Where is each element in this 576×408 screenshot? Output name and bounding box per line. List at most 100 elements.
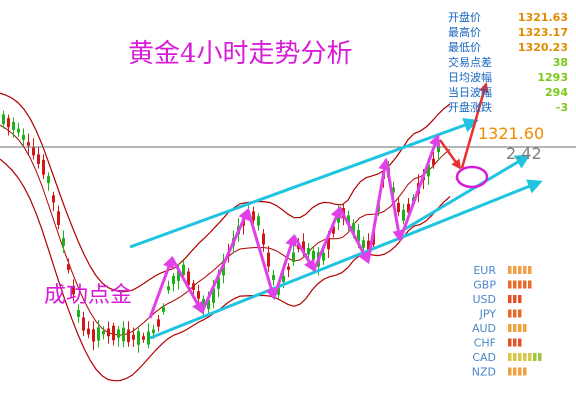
currency-strength-bar bbox=[538, 353, 542, 361]
zigzag-segment bbox=[170, 257, 204, 315]
candle-body bbox=[92, 329, 95, 342]
currency-strength-bar bbox=[513, 353, 517, 361]
candle-body bbox=[197, 291, 200, 299]
side-value-label: 2.42 bbox=[506, 144, 542, 163]
currency-strength-bar bbox=[518, 324, 522, 332]
stat-value: 1293 bbox=[537, 71, 568, 84]
currency-strength-bar bbox=[523, 367, 527, 376]
candle-body bbox=[172, 276, 175, 284]
zigzag-segment bbox=[366, 157, 391, 263]
candle-body bbox=[192, 283, 195, 290]
currency-strength-bar bbox=[518, 309, 522, 318]
candle-body bbox=[132, 334, 135, 340]
candle-body bbox=[302, 241, 305, 254]
zigzag-segment bbox=[272, 233, 297, 299]
candle-body bbox=[102, 330, 105, 335]
stat-value: 1321.63 bbox=[518, 11, 568, 24]
currency-label: USD bbox=[472, 293, 496, 306]
currency-strength-bar bbox=[523, 353, 527, 361]
candle-body bbox=[137, 331, 140, 345]
currency-strength-bar bbox=[508, 280, 512, 289]
candle-body bbox=[177, 269, 180, 281]
currency-strength-bar bbox=[513, 367, 517, 376]
zigzag-segment bbox=[292, 235, 316, 273]
candle-body bbox=[117, 329, 120, 338]
currency-strength-bar bbox=[508, 309, 512, 318]
candle-body bbox=[147, 331, 150, 345]
candle-body bbox=[357, 230, 360, 242]
stat-label: 交易点差 bbox=[448, 55, 492, 69]
candle-body bbox=[222, 260, 225, 276]
candle-body bbox=[272, 275, 275, 281]
candle-body bbox=[432, 158, 435, 166]
candle-body bbox=[2, 114, 5, 125]
candle-body bbox=[207, 299, 210, 309]
zigzag-segment bbox=[200, 207, 250, 313]
currency-strength-bar bbox=[513, 324, 517, 332]
currency-label: EUR bbox=[473, 264, 496, 277]
currency-strength-bar bbox=[508, 353, 512, 361]
candle-body bbox=[142, 336, 145, 340]
candle-body bbox=[52, 195, 55, 203]
bollinger-lower bbox=[0, 158, 451, 382]
currency-strength-bar bbox=[508, 295, 512, 303]
candle-body bbox=[12, 122, 15, 130]
currency-strength-bar bbox=[518, 295, 522, 303]
candle-body bbox=[127, 329, 130, 343]
candle-body bbox=[152, 329, 155, 334]
candle-body bbox=[257, 216, 260, 226]
stat-label: 最高价 bbox=[448, 25, 481, 39]
candle-body bbox=[122, 327, 125, 342]
currency-strength-bar bbox=[508, 367, 512, 376]
currency-strength-bar bbox=[508, 338, 512, 347]
candle-body bbox=[292, 252, 295, 263]
currency-strength-bar bbox=[528, 280, 532, 289]
candle-body bbox=[162, 307, 165, 312]
candle-body bbox=[362, 240, 365, 248]
stat-label: 日均波幅 bbox=[448, 71, 492, 84]
stat-label: 开盘涨跌 bbox=[448, 100, 492, 114]
stat-label: 开盘价 bbox=[448, 10, 481, 24]
candle-body bbox=[332, 226, 335, 234]
candle-body bbox=[427, 164, 430, 177]
currency-strength-bar bbox=[513, 295, 517, 303]
currency-strength-bar bbox=[533, 353, 537, 361]
candle-body bbox=[307, 248, 310, 255]
stat-label: 最低价 bbox=[448, 41, 481, 54]
candle-body bbox=[437, 144, 440, 152]
candle-body bbox=[67, 264, 70, 270]
candle-body bbox=[112, 325, 115, 341]
forecast-up-arrow bbox=[460, 82, 489, 169]
currency-strength-bar bbox=[513, 266, 517, 274]
candle-body bbox=[27, 142, 30, 146]
currency-strength-bar bbox=[513, 309, 517, 318]
candle-body bbox=[267, 252, 270, 267]
currency-strength-bar bbox=[518, 338, 522, 347]
candle-body bbox=[37, 154, 40, 165]
candle-body bbox=[42, 159, 45, 175]
candle-body bbox=[397, 202, 400, 213]
candle-body bbox=[187, 271, 190, 286]
candle-body bbox=[72, 286, 75, 295]
candle-body bbox=[347, 215, 350, 226]
candle-body bbox=[87, 328, 90, 335]
currency-strength-bar bbox=[513, 338, 517, 347]
candle-body bbox=[407, 203, 410, 213]
currency-strength-bar bbox=[518, 367, 522, 376]
currency-strength-bar bbox=[523, 266, 527, 274]
currency-label: CHF bbox=[474, 337, 496, 350]
zigzag-segment bbox=[338, 207, 370, 265]
zigzag-segment bbox=[312, 205, 342, 271]
currency-strength-bar bbox=[518, 266, 522, 274]
candle-body bbox=[47, 176, 50, 184]
channel-line-2 bbox=[149, 179, 543, 340]
currency-strength-bar bbox=[523, 280, 527, 289]
candle-body bbox=[77, 309, 80, 317]
candle-body bbox=[217, 277, 220, 289]
stat-value: 1323.17 bbox=[518, 26, 568, 39]
candle-body bbox=[97, 327, 100, 341]
channel-line-3 bbox=[399, 154, 531, 234]
stat-label: 当日波幅 bbox=[448, 85, 492, 99]
